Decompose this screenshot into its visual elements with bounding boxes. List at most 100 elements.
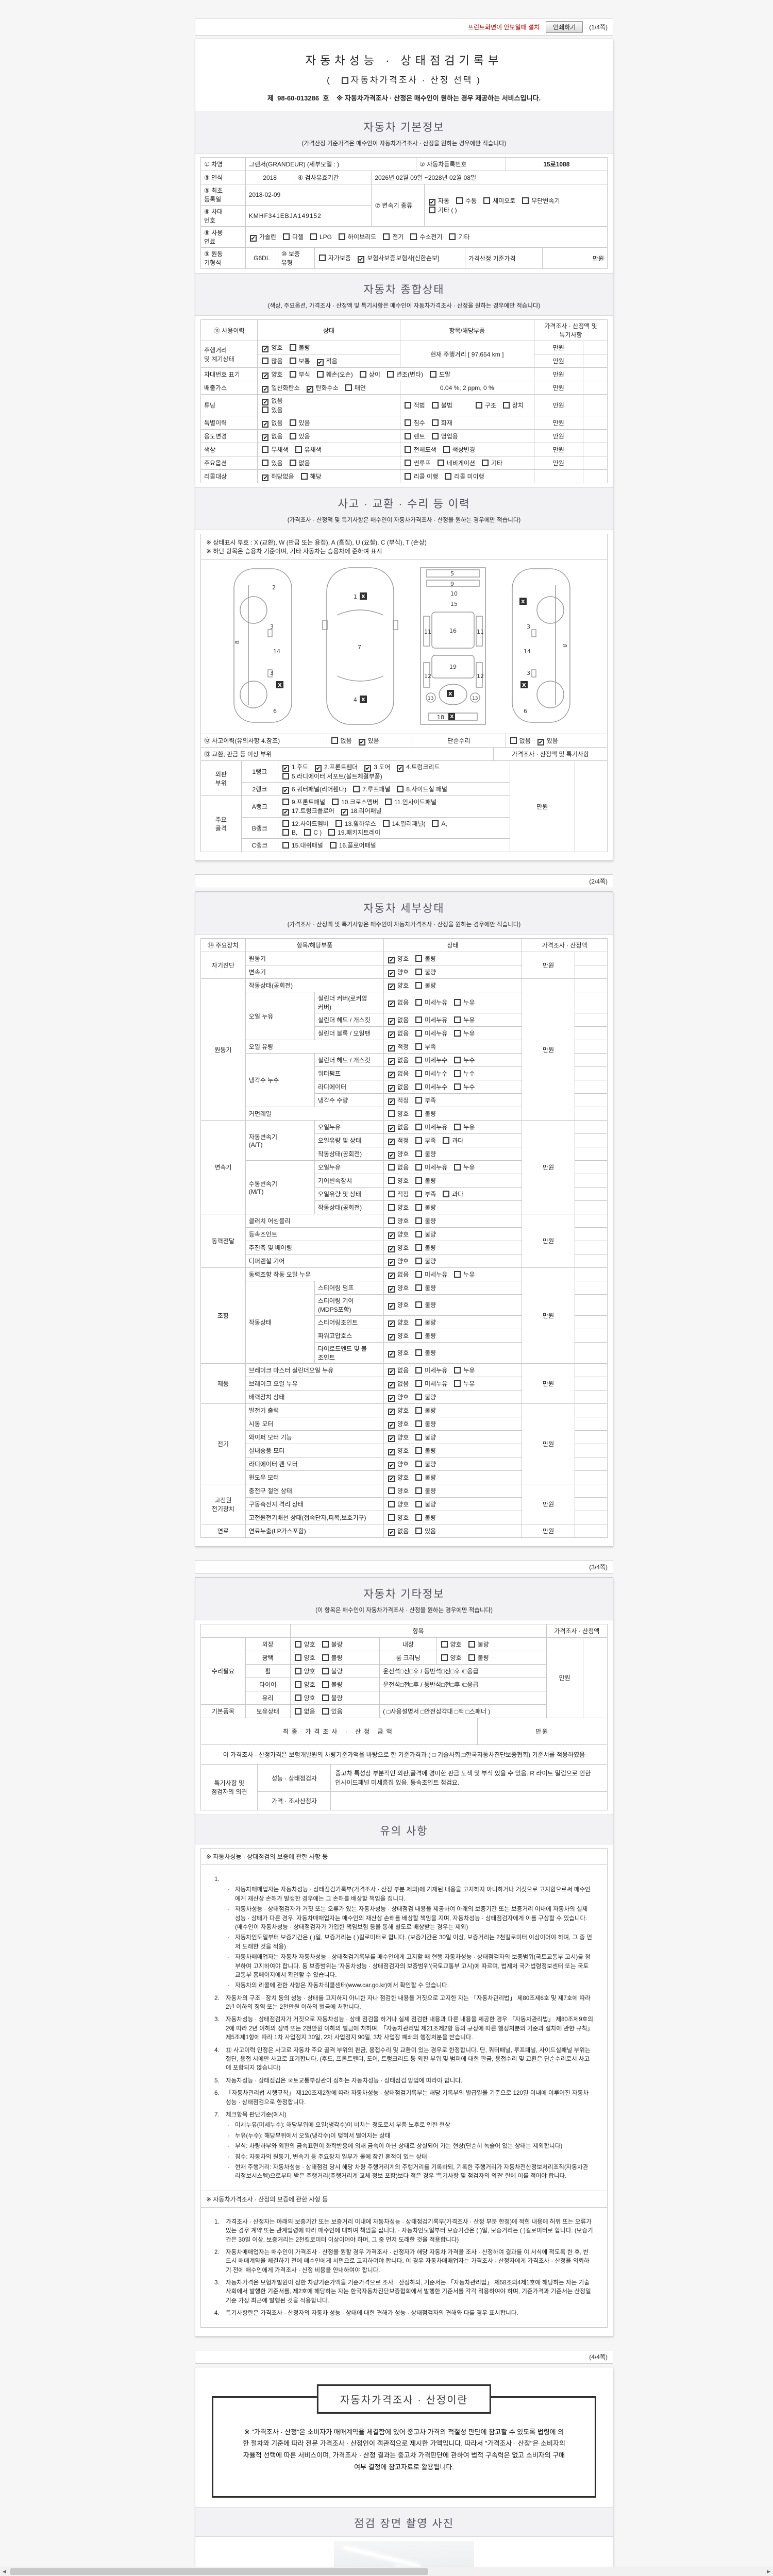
checkbox-label: 양호 [450,1641,462,1648]
checkbox-unchecked-icon [415,1029,423,1037]
checkbox-unchecked-icon [300,472,308,480]
state-cell: 양호 불량 [290,1664,380,1678]
checkbox-label: 불량 [331,1641,343,1648]
checkbox-label: 가솔린 [259,233,276,241]
mid-label: 수동변속기 (M/T) [245,1160,315,1214]
checkbox-checked-icon: ✔ [249,235,257,242]
blank-cell [574,1484,608,1498]
checkbox-unchecked-icon [415,1420,423,1427]
blank-cell [574,1457,608,1471]
item-label: 브레이크 오일 누유 [245,1377,384,1391]
state-cell: 양호 불량 [383,1200,523,1214]
checkbox-checked-icon: ✔ [262,434,269,441]
checkbox-options: 있음 [261,406,283,414]
checkbox-options: 양호 불량 [387,1487,436,1495]
svg-text:9: 9 [450,581,454,587]
checkbox-unchecked-icon [415,1016,423,1023]
scrollbar-thumb[interactable] [10,2568,428,2575]
row-label: 주행거리 및 계기상태 [200,341,258,368]
horizontal-scrollbar[interactable]: ◀ ▶ [0,2567,773,2576]
final-price-unit: 만원 [477,1718,608,1745]
checkbox-label: 미세누수 [425,1083,448,1091]
checkbox-label: 불량 [425,981,436,989]
price-cell: 만원 [522,1403,575,1484]
notice-item-text: 체크항목 판단기준(예시) [226,2111,287,2118]
checkbox-options: 양호 불량 [294,1641,343,1648]
checkbox-checked-icon: ✔ [388,1071,395,1078]
item-cell: 0.04 %, 2 ppm, 0 % [399,381,534,395]
checkbox-label: 13.휠하우스 [344,820,376,827]
table-row: 라디에이터 팬 모터 ✔ 양호 불량 [201,1457,608,1471]
field-label: ⑤ 최초 등록일 [200,184,246,206]
blank-cell [574,1133,608,1147]
checkbox-options: ✔ 없음 있음 [387,1527,436,1536]
item-cell: 렌트 영업용 [399,429,534,443]
notice-bullet-text: 자동차매매업자는 자동차성능 · 상태점검기록부(가격조사 · 산정 부분 제외… [235,1886,591,1902]
checkbox-label: 네비게이션 [446,460,475,467]
overall-state-table: ⑪ 사용이력 상태 항목/해당부품 가격조사 · 산정액 및 특기사항 주행거리 및 계… [200,319,608,483]
checkbox-checked-icon: ✔ [388,1395,395,1402]
print-button[interactable]: 인쇄하기 [546,21,583,33]
page-badge-3: (3/4쪽) [589,1564,608,1571]
checkbox-label: 17.트렁크플로어 [291,807,334,815]
item-label: 추진축 및 베어링 [245,1241,384,1255]
checkbox-unchecked-icon [282,842,289,849]
checkbox-unchecked-icon [310,233,317,240]
item-label: 충전구 절연 상태 [245,1484,384,1498]
checkbox-label: 자가보증 [328,255,351,262]
field-label: ⑧ 사용 연료 [200,226,246,248]
blank-cell [574,1187,608,1201]
checkbox-label: 미세누유 [425,1366,448,1374]
state-cell: ✔ 양호 불량 [383,1390,523,1404]
checkbox-options: ✔ 없음 미세누수 누수 [387,1083,475,1092]
state-cell: ✔ 양호 불량 [257,341,400,354]
state-cell: ✔ 양호 불량 [383,1457,523,1471]
checkbox-checked-icon: ✔ [388,970,395,977]
checkbox-label: 없음 [340,737,352,744]
checkbox-label: 불량 [425,1473,436,1481]
notice-bullet-text: 자동차인도일부터 보증기간은 ( )일, 보증거리는 ( )킬로미터로 합니다.… [235,1934,592,1950]
checkbox-label: 불량 [425,1487,436,1495]
install-notice-link[interactable]: 프린트화면이 안보일때 설치 [467,24,540,31]
remarks-who-label: 성능 · 상태점검자 [257,1764,331,1792]
parts-line: B, C ) 19.패키지트레이 [281,828,507,837]
checkbox-label: 부족 [425,1096,436,1104]
checkbox-unchecked-icon [345,384,352,391]
price-cell: 만원 [522,978,575,1121]
checkbox-unchecked-icon [294,1668,301,1674]
blank-cell [574,1040,608,1054]
checkbox-label: 부족 [425,1191,436,1198]
state-cell: 양호 불량 [290,1677,380,1691]
blank-cell [574,1080,608,1094]
checkbox-label: 없음 [271,419,283,427]
scroll-right-arrow-icon[interactable]: ▶ [767,2569,770,2574]
checkbox-label: 부족 [425,1137,436,1144]
checkbox-label: 양호 [397,1204,409,1211]
scroll-left-arrow-icon[interactable]: ◀ [3,2569,6,2574]
notice-item-number: 2. [214,2248,220,2256]
checkbox-checked-icon: ✔ [388,1320,395,1327]
checkbox-unchecked-icon [415,1393,423,1400]
checkbox-options: ✔ 17.트렁크플로어 ✔ 18.리어패널 [281,807,382,816]
blank-cell [574,1294,608,1316]
checkbox-unchecked-icon [410,233,417,240]
checkbox-unchecked-icon [322,1681,329,1688]
checkbox-options: 12.사이드멤버 13.휠하우스 14.필러패널(A, [281,820,448,827]
state-cell: ✔ 양호 불량 [383,1417,523,1431]
parts-options: 15.대쉬패널 16.플로어패널 [277,838,510,852]
checkbox-label: C ) [313,829,322,836]
parts-line: 12.사이드멤버 13.휠하우스 14.필러패널(A, [281,819,507,828]
checkbox-label: 양호 [397,1301,409,1309]
checkbox-label: 19.패키지트레이 [338,829,381,836]
state-cell: ✔ 양호 불량 [383,1470,523,1484]
item-label: 룸 크리닝 [379,1651,437,1665]
checkbox-unchecked-icon [415,1257,423,1264]
checkbox-label: 미세누유 [425,1164,448,1171]
price-cell: 만원 [533,443,583,456]
checkbox-options: 렌트 영업용 [404,433,459,440]
checkbox-options: ✔ 없음 미세누유 누유 [387,1123,475,1132]
bullet-marker-icon: · [228,1982,230,1989]
checkbox-label: 영업용 [441,433,458,440]
checkbox-unchecked-icon [415,1217,423,1224]
item-label: 라디에이터 [314,1080,384,1094]
